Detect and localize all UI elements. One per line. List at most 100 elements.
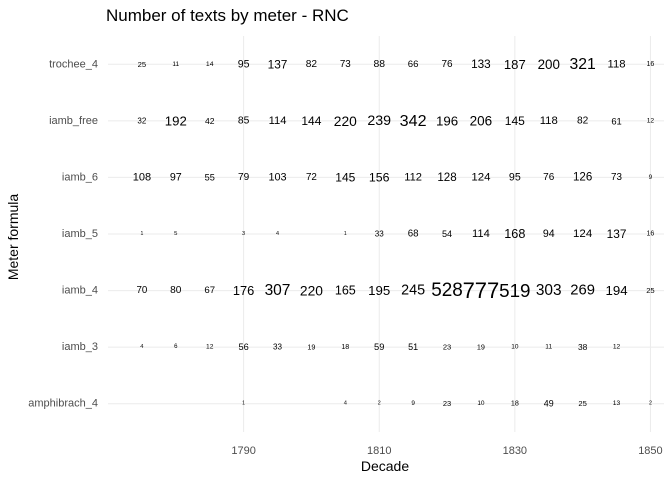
x-axis-title: Decade: [361, 458, 409, 474]
cell-value: 14: [206, 61, 214, 68]
cell-value: 76: [543, 172, 555, 183]
cell-value: 118: [540, 115, 558, 127]
x-tick-label: 1810: [367, 445, 391, 457]
cell-value: 19: [307, 343, 315, 352]
cell-value: 25: [578, 399, 586, 408]
x-tick-labels: 1790 1810 1830 1850: [231, 445, 662, 457]
cell-value: 38: [578, 342, 588, 352]
x-tick-label: 1790: [231, 445, 255, 457]
cell-value: 68: [408, 229, 419, 240]
x-tick-label: 1830: [503, 445, 527, 457]
cell-value: 220: [300, 283, 323, 299]
cell-value: 200: [538, 57, 560, 72]
cell-value: 5: [174, 231, 178, 237]
cell-value: 307: [265, 282, 291, 299]
cell-value: 61: [611, 115, 621, 126]
cell-value: 33: [375, 230, 385, 239]
cell-value: 114: [472, 228, 490, 240]
cell-value: 16: [647, 231, 655, 238]
cell-value: 70: [136, 285, 147, 296]
cell-value: 124: [573, 228, 593, 240]
cell-value: 33: [273, 343, 283, 352]
cell-value: 777: [463, 278, 500, 303]
cell-value: 239: [367, 113, 391, 129]
cell-value: 13: [613, 400, 621, 407]
cell-value: 55: [205, 172, 215, 182]
cell-value: 82: [577, 115, 589, 126]
cell-value: 4: [276, 231, 280, 237]
cell-value: 114: [269, 115, 287, 127]
cell-value: 51: [408, 342, 418, 352]
cell-value: 206: [470, 113, 493, 128]
x-tick-label: 1850: [638, 445, 662, 457]
cell-value: 12: [206, 344, 214, 351]
cell-value: 187: [504, 57, 526, 72]
cell-value: 1: [344, 231, 347, 237]
cell-value: 9: [649, 174, 653, 181]
cell-value: 73: [340, 59, 351, 70]
cell-value: 18: [511, 400, 519, 408]
cell-value: 94: [543, 228, 555, 240]
cell-value: 32: [137, 116, 146, 125]
cell-value: 245: [401, 283, 425, 299]
cell-value: 10: [477, 400, 485, 407]
cell-value: 4: [140, 344, 144, 350]
cell-value: 6: [174, 344, 178, 350]
cell-value: 145: [505, 114, 525, 128]
cell-value: 519: [499, 280, 530, 301]
cell-value: 12: [613, 344, 621, 351]
cell-value: 25: [138, 60, 146, 69]
y-tick-label: amphibrach_4: [28, 398, 98, 410]
cell-value: 2: [649, 401, 652, 407]
cell-value: 10: [511, 344, 519, 351]
cell-value: 118: [608, 58, 626, 70]
cell-value: 137: [607, 227, 627, 241]
cell-value: 112: [404, 171, 422, 183]
y-tick-label: iamb_4: [62, 285, 98, 297]
cell-value: 23: [443, 399, 451, 408]
chart-title: Number of texts by meter - RNC: [106, 6, 349, 25]
cell-value: 2: [378, 401, 381, 407]
y-axis-title: Meter formula: [5, 194, 21, 281]
cell-value: 82: [306, 59, 318, 70]
cell-value: 56: [238, 342, 248, 352]
cell-value: 194: [605, 283, 627, 298]
y-tick-label: trochee_4: [49, 58, 98, 70]
cell-value: 95: [509, 171, 521, 183]
cell-value: 103: [268, 171, 286, 183]
cell-value: 49: [544, 399, 554, 409]
cell-value: 1: [242, 401, 245, 407]
cell-value: 25: [646, 286, 654, 295]
cell-value: 137: [268, 57, 288, 71]
cell-value: 88: [373, 59, 385, 70]
cell-value: 321: [569, 56, 595, 73]
cell-value: 156: [369, 170, 390, 184]
cell-value: 124: [471, 171, 491, 183]
cell-value: 18: [341, 343, 349, 351]
cell-value: 195: [368, 283, 390, 298]
cell-value: 80: [170, 285, 182, 296]
cell-value: 108: [133, 171, 151, 183]
cell-value: 145: [335, 170, 355, 184]
cell-value: 23: [443, 343, 451, 352]
cell-value: 72: [306, 172, 317, 183]
cell-value: 95: [238, 58, 250, 70]
cell-value: 16: [647, 61, 655, 68]
y-tick-label: iamb_free: [49, 115, 98, 127]
cell-labels: 25 11 14 95 137 82 73 88 66 76 133 187 200 321 118 1632…: [133, 56, 655, 409]
cell-value: 67: [204, 285, 215, 296]
cell-value: 342: [400, 112, 427, 130]
cell-value: 85: [238, 115, 250, 126]
cell-value: 19: [477, 343, 485, 352]
cell-value: 42: [205, 116, 215, 126]
cell-value: 269: [570, 283, 595, 299]
cell-value: 528: [431, 280, 463, 301]
cell-value: 66: [408, 59, 419, 70]
cell-value: 165: [335, 284, 356, 298]
cell-value: 54: [442, 229, 452, 239]
y-tick-label: iamb_6: [62, 171, 98, 183]
y-tick-label: iamb_5: [62, 228, 98, 240]
cell-value: 128: [437, 171, 456, 184]
grid-layer: [108, 36, 664, 432]
